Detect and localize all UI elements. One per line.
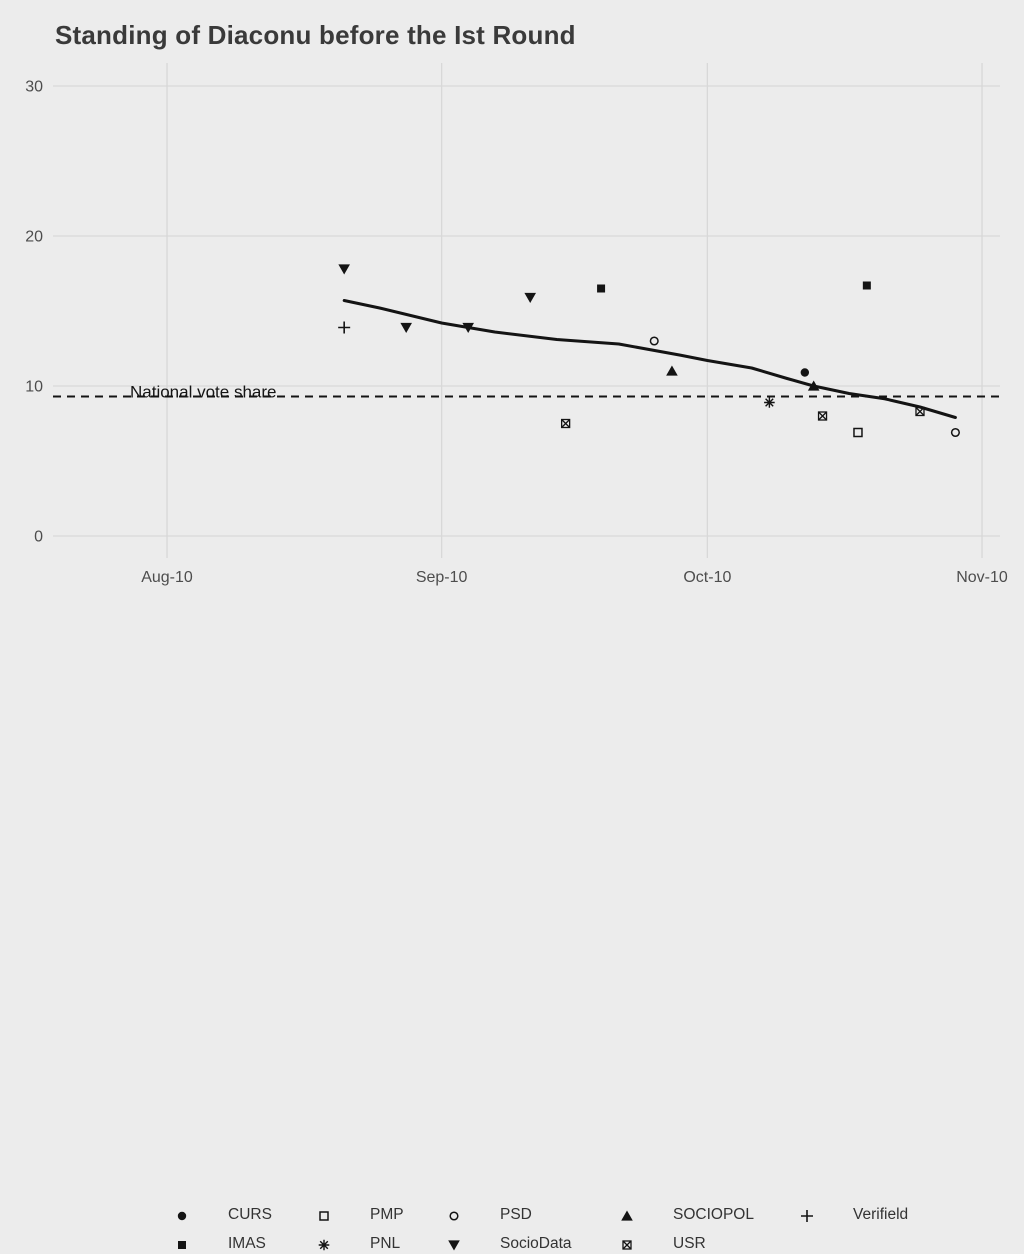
legend-item-label: Verifield xyxy=(853,1206,909,1223)
data-point-PSD xyxy=(950,427,960,438)
legend-item-label: PNL xyxy=(370,1235,401,1252)
chart-page: { "title": "Standing of Diaconu before t… xyxy=(0,20,1024,1252)
data-point-SocioData xyxy=(462,322,474,333)
chart-title: Standing of Diaconu before the Ist Round xyxy=(55,20,576,50)
square-open-icon xyxy=(319,1211,329,1221)
x-tick-label: Nov-10 xyxy=(956,569,1008,586)
legend-item-CURS: CURS xyxy=(172,1205,272,1225)
reference-line-label: National vote share xyxy=(130,383,276,402)
data-point-PSD xyxy=(649,336,659,346)
legend-item-PMP: PMP xyxy=(314,1205,404,1225)
data-point-SOCIOPOL xyxy=(666,365,678,376)
y-tick-label: 10 xyxy=(25,379,43,396)
data-point-SocioData xyxy=(524,292,537,303)
legend-item-PSD: PSD xyxy=(444,1205,532,1225)
legend-item-label: SocioData xyxy=(500,1235,572,1252)
plot-area: 30 20 10 0 Aug-10 Sep-10 Oct-10 Nov-10 National … xyxy=(25,63,1008,586)
plus-icon xyxy=(801,1210,813,1222)
data-point-PMP xyxy=(853,427,863,438)
asterisk-icon xyxy=(318,1239,330,1251)
legend-item-label: CURS xyxy=(228,1206,272,1223)
legend-item-Verifield: Verifield xyxy=(797,1205,908,1225)
x-tick-label: Sep-10 xyxy=(416,569,468,586)
legend-item-label: PSD xyxy=(500,1206,532,1223)
legend-item-label: USR xyxy=(673,1235,706,1252)
data-point-SocioData xyxy=(400,322,412,333)
square-filled-icon xyxy=(178,1241,186,1249)
y-tick-label: 0 xyxy=(34,529,43,546)
circle-open-icon xyxy=(449,1211,459,1221)
legend-item-SOCIOPOL: SOCIOPOL xyxy=(617,1205,754,1225)
y-tick-label: 20 xyxy=(25,229,43,246)
data-point-USR xyxy=(915,406,925,417)
legend-item-SocioData: SocioData xyxy=(444,1234,572,1254)
data-point-SOCIOPOL xyxy=(807,380,820,391)
trend-line xyxy=(342,299,957,419)
legend-item-USR: USR xyxy=(617,1234,706,1254)
x-tick-label: Oct-10 xyxy=(683,569,731,586)
x-tick-label: Aug-10 xyxy=(141,569,193,586)
data-point-CURS xyxy=(800,368,810,377)
data-point-SocioData xyxy=(338,264,350,275)
legend-item-PNL: PNL xyxy=(314,1234,400,1254)
legend-item-label: SOCIOPOL xyxy=(673,1206,754,1223)
legend-item-IMAS: IMAS xyxy=(172,1234,266,1254)
legend-item-label: IMAS xyxy=(228,1235,266,1252)
circle-filled-icon xyxy=(177,1211,187,1221)
y-tick-label: 30 xyxy=(25,79,43,96)
data-point-PNL xyxy=(764,397,775,408)
data-point-USR xyxy=(560,418,571,429)
data-point-IMAS xyxy=(862,281,871,290)
legend: CURS PMP PSD SOCIOPOL Verifield IMAS PNL SocioD… xyxy=(0,595,1024,1252)
data-point-USR xyxy=(817,411,828,421)
square-cross-icon xyxy=(622,1240,632,1250)
legend-item-label: PMP xyxy=(370,1206,404,1223)
data-point-IMAS xyxy=(597,284,606,293)
triangle-down-icon xyxy=(448,1240,460,1251)
data-point-Verifield xyxy=(338,321,351,334)
triangle-up-icon xyxy=(621,1210,633,1221)
